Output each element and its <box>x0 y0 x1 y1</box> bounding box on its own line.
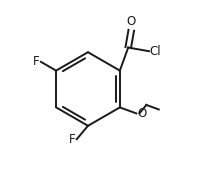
Text: Cl: Cl <box>150 45 162 58</box>
Text: F: F <box>33 55 40 68</box>
Text: O: O <box>137 107 146 120</box>
Text: F: F <box>69 133 76 146</box>
Text: O: O <box>127 15 136 28</box>
